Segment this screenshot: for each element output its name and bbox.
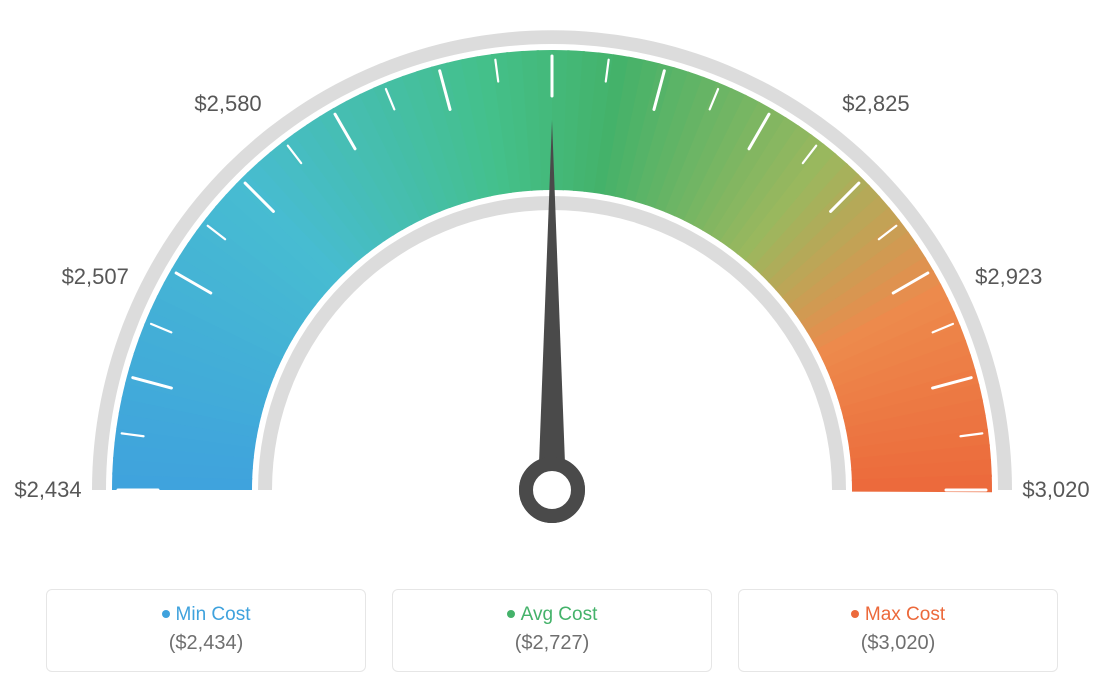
legend-title-min-text: Min Cost — [176, 604, 251, 625]
legend-title-max-text: Max Cost — [865, 604, 945, 625]
bullet-avg-icon — [507, 610, 515, 618]
legend-value-min: ($2,434) — [47, 632, 365, 655]
legend-card-min: Min Cost ($2,434) — [46, 589, 366, 672]
bullet-max-icon — [851, 610, 859, 618]
legend-title-avg: Avg Cost — [393, 604, 711, 626]
legend-title-max: Max Cost — [739, 604, 1057, 626]
gauge-tick-label: $2,923 — [975, 264, 1042, 290]
legend-value-avg: ($2,727) — [393, 632, 711, 655]
legend-card-max: Max Cost ($3,020) — [738, 589, 1058, 672]
legend-card-avg: Avg Cost ($2,727) — [392, 589, 712, 672]
gauge-tick-label: $2,434 — [14, 477, 81, 503]
legend-row: Min Cost ($2,434) Avg Cost ($2,727) Max … — [0, 589, 1104, 672]
gauge-chart: $2,434$2,507$2,580$2,727$2,825$2,923$3,0… — [0, 0, 1104, 560]
gauge-svg — [0, 0, 1104, 560]
gauge-tick-label: $2,507 — [62, 264, 129, 290]
legend-title-min: Min Cost — [47, 604, 365, 626]
legend-title-avg-text: Avg Cost — [521, 604, 598, 625]
legend-value-max: ($3,020) — [739, 632, 1057, 655]
bullet-min-icon — [162, 610, 170, 618]
gauge-tick-label: $2,580 — [194, 91, 261, 117]
gauge-tick-label: $2,825 — [842, 91, 909, 117]
gauge-tick-label: $3,020 — [1022, 477, 1089, 503]
